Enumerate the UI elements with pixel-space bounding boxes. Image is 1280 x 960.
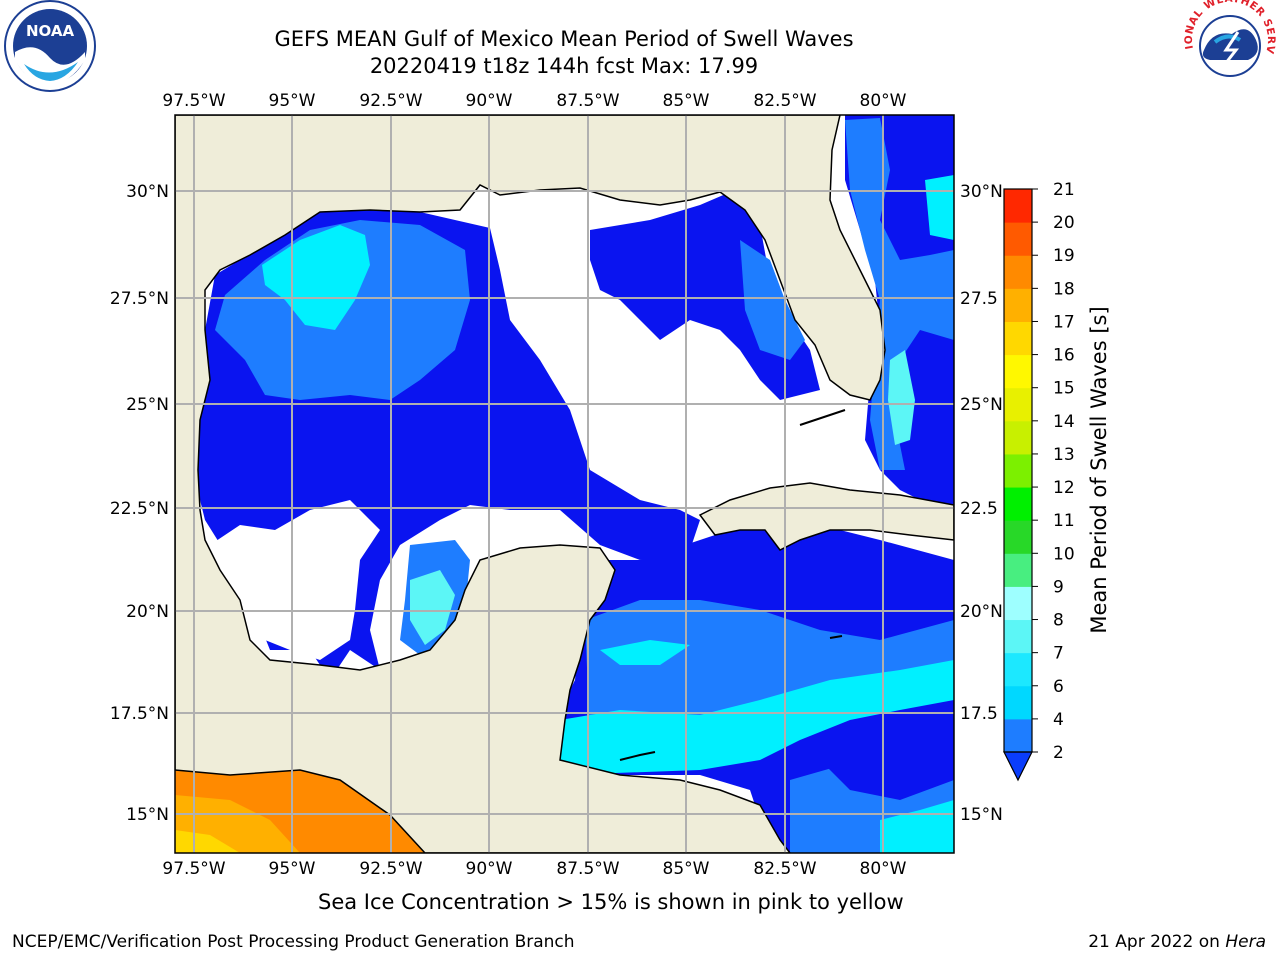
lon-label-top: 92.5°W [359, 91, 422, 111]
nws-logo-text: NATIONAL WEATHER SERVICE [0, 0, 1277, 55]
land-mass [175, 115, 954, 853]
colorbar-cell [1004, 685, 1032, 720]
colorbar-cell [1004, 354, 1032, 389]
swell-period-field [175, 115, 954, 853]
lon-label-bottom: 95°W [269, 859, 316, 879]
colorbar-cell [1004, 652, 1032, 687]
lon-label-top: 97.5°W [162, 91, 225, 111]
colorbar-cell [1004, 255, 1032, 289]
colorbar-cell [1004, 189, 1032, 223]
lat-label-left: 30°N [126, 182, 169, 202]
colorbar: 2 4 6 7 8 9 10 11 12 13 14 15 16 17 18 19 20 21 [1003, 180, 1075, 782]
colorbar-tick-label: 11 [1053, 511, 1075, 531]
colorbar-label: Mean Period of Swell Waves [s] [1087, 306, 1111, 633]
lat-label-right: 15°N [960, 805, 1003, 825]
lat-label-left: 17.5°N [110, 704, 169, 724]
lon-label-top: 87.5°W [556, 91, 619, 111]
lat-label-right: 17.5 [960, 704, 998, 724]
colorbar-tick-label: 19 [1053, 246, 1075, 266]
colorbar-cell [1004, 487, 1032, 521]
colorbar-cell [1004, 520, 1032, 554]
colorbar-cell [1004, 387, 1032, 422]
lon-label-bottom: 90°W [466, 859, 513, 879]
colorbar-tick-label: 16 [1053, 346, 1075, 366]
lat-label-right: 27.5 [960, 289, 998, 309]
gridlines [175, 115, 954, 853]
lat-label-left: 15°N [126, 805, 169, 825]
colorbar-cell [1004, 453, 1032, 488]
noaa-logo: NOAA [4, 0, 96, 92]
lat-label-left: 20°N [126, 602, 169, 622]
colorbar-cell [1004, 553, 1032, 587]
colorbar-tick-label: 7 [1053, 644, 1064, 664]
lon-label-bottom: 82.5°W [753, 859, 816, 879]
colorbar-tick-label: 2 [1053, 743, 1064, 763]
caption: Sea Ice Concentration > 15% is shown in … [318, 890, 904, 914]
lat-label-left: 25°N [126, 395, 169, 415]
colorbar-cell [1004, 321, 1032, 356]
footer-date-text: 21 Apr 2022 on [1088, 932, 1226, 952]
footer-machine: Hera [1225, 932, 1266, 952]
colorbar-tick-label: 10 [1053, 544, 1075, 564]
lon-label-top: 80°W [860, 91, 907, 111]
colorbar-cell [1004, 586, 1032, 621]
footer-credit: NCEP/EMC/Verification Post Processing Pr… [12, 932, 575, 952]
lat-label-left: 22.5°N [110, 499, 169, 519]
colorbar-tick-label: 20 [1053, 213, 1075, 233]
colorbar-cell [1004, 718, 1032, 753]
colorbar-tick-label: 18 [1053, 279, 1075, 299]
lon-label-bottom: 92.5°W [359, 859, 422, 879]
map-subtitle: 20220419 t18z 144h fcst Max: 17.99 [369, 54, 759, 78]
lat-label-right: 20°N [960, 602, 1003, 622]
colorbar-frame [1003, 188, 1033, 753]
svg-text:NATIONAL WEATHER SERVICE: NATIONAL WEATHER SERVICE [0, 0, 1277, 55]
lon-label-top: 82.5°W [753, 91, 816, 111]
lon-label-top: 85°W [663, 91, 710, 111]
colorbar-tick-label: 15 [1053, 379, 1075, 399]
lat-label-right: 22.5 [960, 499, 998, 519]
lon-label-bottom: 97.5°W [162, 859, 225, 879]
colorbar-tick-label: 14 [1053, 412, 1075, 432]
footer-date: 21 Apr 2022 on Hera [1088, 932, 1266, 952]
colorbar-cell [1004, 222, 1032, 256]
colorbar-tick-label: 13 [1053, 445, 1075, 465]
lat-label-left: 27.5°N [110, 289, 169, 309]
colorbar-cell [1004, 288, 1032, 322]
lat-label-right: 25°N [960, 395, 1003, 415]
colorbar-tick-label: 8 [1053, 611, 1064, 631]
lon-label-top: 95°W [269, 91, 316, 111]
nws-logo: NATIONAL WEATHER SERVICE [0, 0, 1277, 92]
colorbar-cell [1004, 420, 1032, 455]
lon-label-bottom: 80°W [860, 859, 907, 879]
map-title: GEFS MEAN Gulf of Mexico Mean Period of … [274, 27, 854, 51]
colorbar-extend-arrow [1003, 751, 1033, 782]
map-frame [174, 114, 955, 854]
colorbar-tick-label: 4 [1053, 710, 1064, 730]
colorbar-tick-label: 21 [1053, 180, 1075, 200]
lon-label-bottom: 85°W [663, 859, 710, 879]
colorbar-tick-label: 9 [1053, 577, 1064, 597]
lon-label-top: 90°W [466, 91, 513, 111]
lon-label-bottom: 87.5°W [556, 859, 619, 879]
colorbar-tick-label: 12 [1053, 478, 1075, 498]
colorbar-tick-label: 17 [1053, 312, 1075, 332]
colorbar-cell [1004, 619, 1032, 654]
colorbar-tick-label: 6 [1053, 677, 1064, 697]
lat-label-right: 30°N [960, 182, 1003, 202]
noaa-logo-text: NOAA [26, 22, 75, 40]
